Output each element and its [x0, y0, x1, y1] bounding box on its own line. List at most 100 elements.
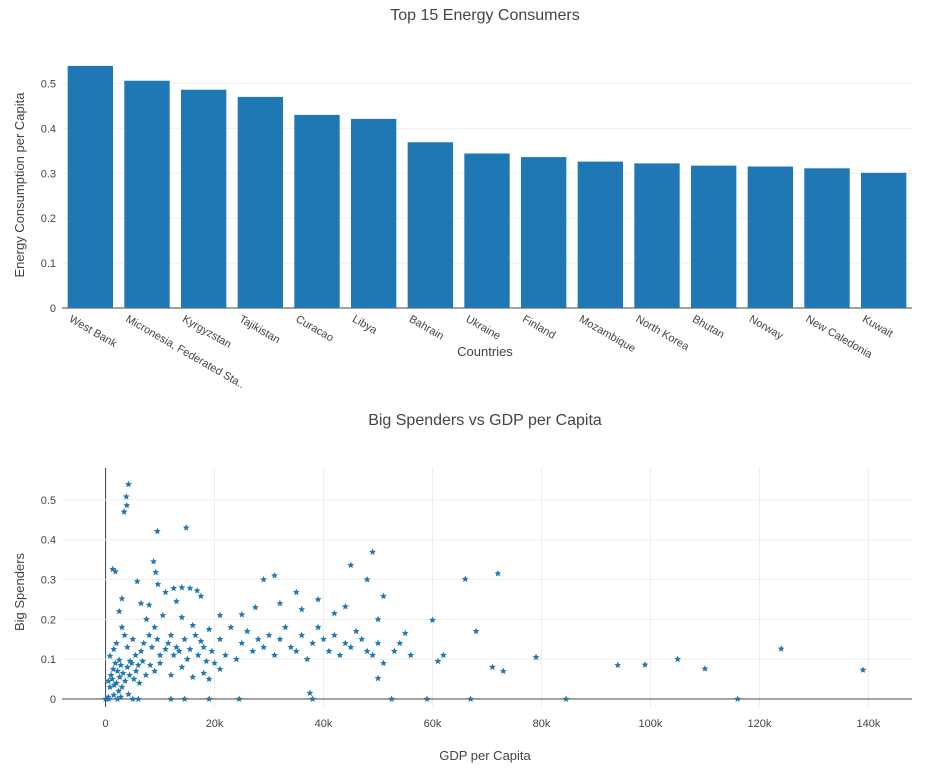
- scatter-point[interactable]: [298, 631, 306, 639]
- scatter-point[interactable]: [118, 595, 126, 602]
- scatter-point[interactable]: [125, 690, 132, 698]
- scatter-point[interactable]: [140, 639, 148, 647]
- scatter-point[interactable]: [197, 637, 205, 645]
- scatter-point[interactable]: [325, 647, 333, 655]
- scatter-point[interactable]: [129, 635, 137, 643]
- scatter-point[interactable]: [380, 659, 387, 667]
- scatter-point[interactable]: [347, 643, 355, 651]
- scatter-point[interactable]: [396, 639, 404, 647]
- scatter-point[interactable]: [125, 480, 132, 488]
- scatter-point[interactable]: [298, 605, 306, 613]
- bar[interactable]: [577, 161, 623, 308]
- scatter-point[interactable]: [145, 601, 153, 608]
- scatter-point[interactable]: [499, 667, 507, 675]
- scatter-point[interactable]: [271, 571, 278, 579]
- scatter-point[interactable]: [102, 695, 110, 702]
- scatter-point[interactable]: [151, 667, 159, 675]
- scatter-point[interactable]: [173, 597, 180, 605]
- scatter-point[interactable]: [178, 613, 186, 621]
- scatter-point[interactable]: [303, 655, 311, 663]
- scatter-point[interactable]: [434, 657, 442, 665]
- scatter-point[interactable]: [331, 631, 338, 639]
- scatter-point[interactable]: [148, 643, 156, 651]
- scatter-point[interactable]: [104, 677, 112, 685]
- scatter-point[interactable]: [358, 635, 366, 643]
- bar[interactable]: [634, 163, 680, 308]
- scatter-point[interactable]: [271, 651, 278, 659]
- scatter-point[interactable]: [115, 687, 123, 694]
- scatter-point[interactable]: [777, 645, 785, 652]
- scatter-point[interactable]: [439, 651, 447, 659]
- scatter-point[interactable]: [197, 592, 205, 600]
- scatter-point[interactable]: [309, 639, 317, 647]
- scatter-point[interactable]: [170, 651, 178, 659]
- scatter-point[interactable]: [111, 659, 119, 667]
- scatter-point[interactable]: [173, 643, 180, 651]
- scatter-point[interactable]: [461, 575, 469, 583]
- scatter-point[interactable]: [281, 623, 289, 631]
- scatter-point[interactable]: [105, 695, 113, 702]
- bar[interactable]: [351, 118, 397, 308]
- scatter-point[interactable]: [467, 695, 475, 702]
- bar[interactable]: [294, 114, 340, 308]
- scatter-point[interactable]: [167, 631, 175, 639]
- scatter-point[interactable]: [489, 663, 496, 671]
- scatter-point[interactable]: [369, 651, 376, 659]
- scatter-point[interactable]: [641, 661, 649, 668]
- scatter-point[interactable]: [115, 656, 123, 663]
- bar[interactable]: [691, 165, 737, 308]
- bar[interactable]: [407, 142, 453, 308]
- scatter-point[interactable]: [380, 592, 387, 600]
- scatter-point[interactable]: [243, 627, 251, 635]
- scatter-point[interactable]: [126, 671, 133, 679]
- scatter-point[interactable]: [363, 647, 371, 655]
- scatter-point[interactable]: [170, 584, 178, 592]
- scatter-point[interactable]: [216, 611, 224, 619]
- bar[interactable]: [237, 96, 283, 308]
- scatter-point[interactable]: [122, 493, 130, 500]
- scatter-point[interactable]: [110, 691, 118, 698]
- scatter-point[interactable]: [227, 623, 235, 631]
- scatter-point[interactable]: [423, 695, 431, 702]
- scatter-point[interactable]: [115, 607, 123, 615]
- scatter-point[interactable]: [120, 508, 128, 515]
- scatter-point[interactable]: [135, 679, 143, 687]
- scatter-point[interactable]: [182, 524, 190, 531]
- scatter-point[interactable]: [292, 588, 300, 596]
- scatter-point[interactable]: [186, 584, 194, 592]
- scatter-point[interactable]: [113, 679, 120, 687]
- scatter-point[interactable]: [123, 501, 131, 509]
- scatter-point[interactable]: [374, 615, 382, 623]
- scatter-point[interactable]: [162, 588, 169, 596]
- scatter-point[interactable]: [374, 674, 382, 682]
- scatter-point[interactable]: [143, 615, 150, 623]
- scatter-point[interactable]: [407, 651, 415, 659]
- scatter-point[interactable]: [216, 665, 224, 673]
- scatter-point[interactable]: [314, 623, 322, 631]
- scatter-point[interactable]: [341, 639, 349, 647]
- scatter-point[interactable]: [183, 655, 191, 663]
- scatter-point[interactable]: [238, 610, 246, 618]
- scatter-point[interactable]: [128, 659, 136, 667]
- scatter-point[interactable]: [208, 647, 216, 655]
- scatter-point[interactable]: [137, 647, 145, 655]
- scatter-point[interactable]: [260, 575, 268, 583]
- scatter-point[interactable]: [216, 635, 224, 643]
- scatter-point[interactable]: [369, 548, 376, 555]
- scatter-point[interactable]: [117, 661, 125, 669]
- scatter-point[interactable]: [109, 665, 117, 673]
- scatter-point[interactable]: [320, 635, 327, 643]
- scatter-point[interactable]: [154, 580, 162, 588]
- scatter-point[interactable]: [306, 689, 314, 696]
- scatter-point[interactable]: [429, 616, 436, 624]
- scatter-point[interactable]: [104, 693, 112, 700]
- scatter-point[interactable]: [181, 695, 189, 702]
- scatter-point[interactable]: [701, 665, 709, 672]
- scatter-point[interactable]: [117, 693, 125, 700]
- scatter-point[interactable]: [106, 652, 114, 659]
- bar[interactable]: [804, 168, 850, 308]
- scatter-point[interactable]: [336, 651, 344, 659]
- scatter-point[interactable]: [156, 651, 164, 659]
- scatter-point[interactable]: [106, 683, 114, 690]
- scatter-point[interactable]: [114, 667, 121, 675]
